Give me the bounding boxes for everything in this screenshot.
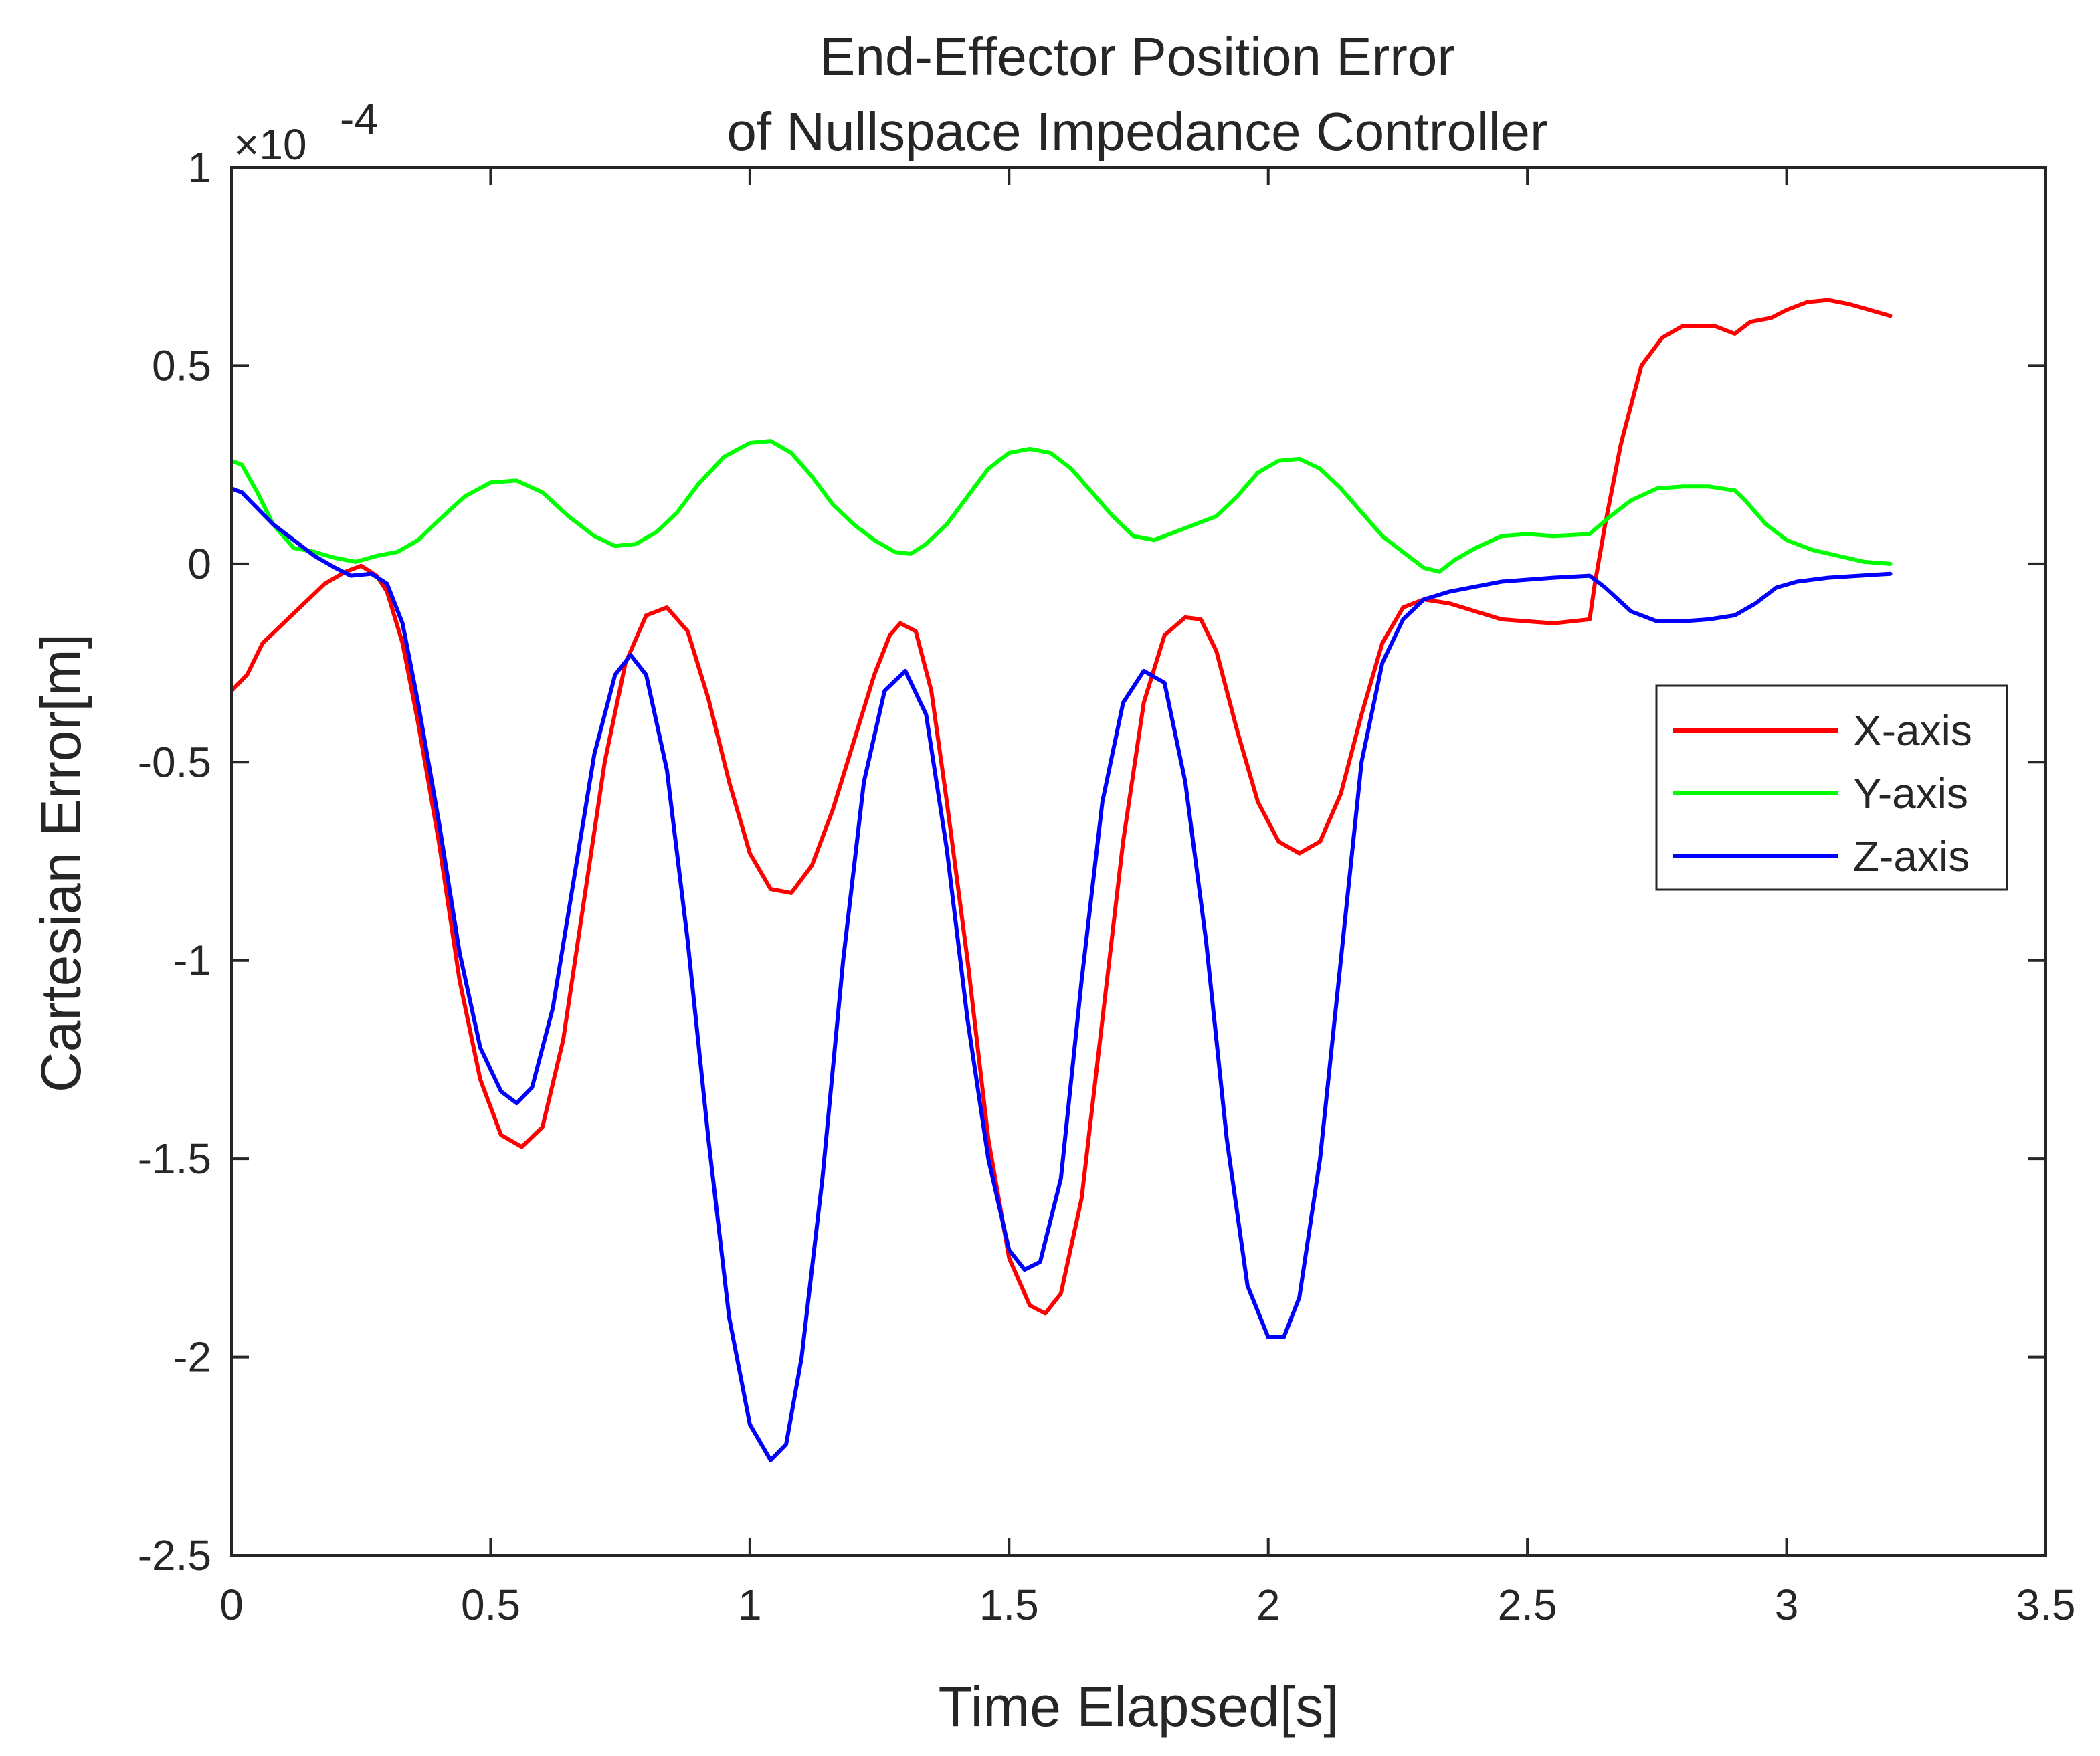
x-tick-label: 0: [219, 1581, 244, 1629]
chart-title-line-2: of Nullspace Impedance Controller: [727, 102, 1547, 161]
y-tick-label: 1: [187, 143, 211, 191]
x-tick-label: 2: [1256, 1581, 1280, 1629]
x-tick-label: 1: [738, 1581, 762, 1629]
y-exponent-power: -4: [340, 95, 378, 143]
y-tick-label: -2.5: [138, 1531, 211, 1579]
series-line-z-axis: [231, 486, 1893, 1462]
legend-items: X-axis Y-axis Z-axis: [1673, 706, 1972, 880]
legend-label-z-axis: Z-axis: [1853, 832, 1970, 880]
y-exponent-base: ×10: [234, 120, 307, 169]
legend-label-y-axis: Y-axis: [1853, 769, 1968, 817]
y-exponent-label: ×10 -4: [234, 95, 378, 169]
x-tick-label: 3: [1775, 1581, 1799, 1629]
series-group: [231, 298, 1893, 1462]
chart-title-line-1: End-Effector Position Error: [820, 27, 1455, 86]
y-tick-label: -0.5: [138, 738, 211, 786]
y-tick-label: -1: [173, 937, 211, 985]
y-tick-label: 0: [187, 540, 211, 588]
x-axis-label: Time Elapsed[s]: [938, 1675, 1339, 1738]
x-tick-label: 0.5: [461, 1581, 520, 1629]
legend: X-axis Y-axis Z-axis: [1655, 684, 2008, 891]
x-axis-ticks: 0 0.5 1 1.5 2 2.5 3 3.5: [219, 167, 2075, 1629]
y-axis-label: Cartesian Error[m]: [29, 633, 92, 1092]
y-axis-ticks: -2.5 -2 -1.5 -1 -0.5 0 0.5 1: [138, 143, 2046, 1579]
x-tick-label: 2.5: [1498, 1581, 1557, 1629]
y-tick-label: 0.5: [152, 341, 211, 389]
x-tick-label: 3.5: [2016, 1581, 2076, 1629]
x-tick-label: 1.5: [979, 1581, 1039, 1629]
plot-area-frame: [230, 166, 2047, 1557]
y-tick-label: -2: [173, 1333, 211, 1381]
series-line-y-axis: [231, 439, 1893, 574]
series-line-x-axis: [231, 298, 1893, 1316]
y-tick-label: -1.5: [138, 1135, 211, 1183]
legend-label-x-axis: X-axis: [1853, 706, 1972, 755]
